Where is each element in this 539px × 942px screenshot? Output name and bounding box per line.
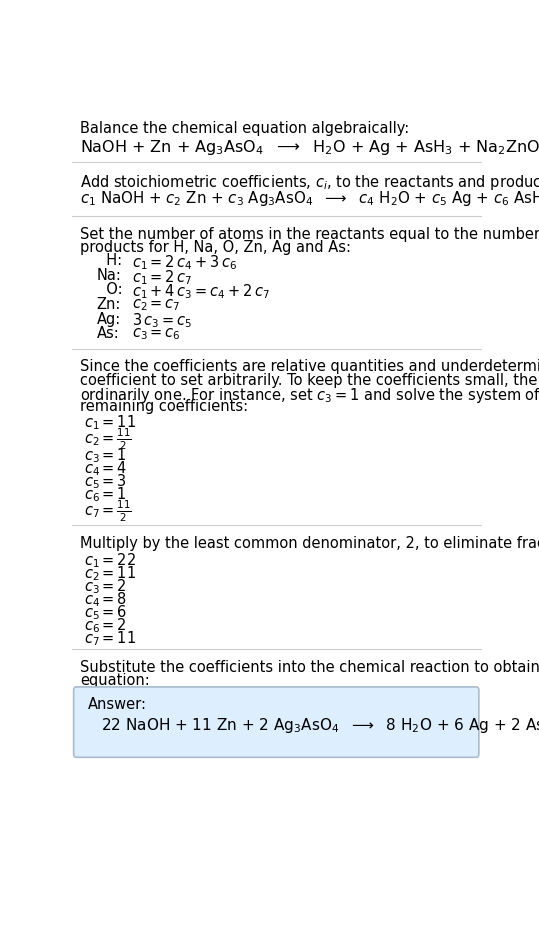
Text: H:: H:	[96, 253, 122, 268]
Text: coefficient to set arbitrarily. To keep the coefficients small, the arbitrary va: coefficient to set arbitrarily. To keep …	[80, 372, 539, 387]
Text: products for H, Na, O, Zn, Ag and As:: products for H, Na, O, Zn, Ag and As:	[80, 240, 351, 255]
Text: NaOH + Zn + Ag$_3$AsO$_4$  $\longrightarrow$  H$_2$O + Ag + AsH$_3$ + Na$_2$ZnO$: NaOH + Zn + Ag$_3$AsO$_4$ $\longrightarr…	[80, 138, 539, 156]
Text: $c_6 = 2$: $c_6 = 2$	[84, 617, 127, 635]
Text: $c_5 = 3$: $c_5 = 3$	[84, 473, 127, 492]
Text: Multiply by the least common denominator, 2, to eliminate fractional coefficient: Multiply by the least common denominator…	[80, 536, 539, 551]
Text: Answer:: Answer:	[88, 697, 147, 712]
Text: 22 NaOH + 11 Zn + 2 Ag$_3$AsO$_4$  $\longrightarrow$  8 H$_2$O + 6 Ag + 2 AsH$_3: 22 NaOH + 11 Zn + 2 Ag$_3$AsO$_4$ $\long…	[101, 716, 539, 735]
Text: $c_1$ NaOH + $c_2$ Zn + $c_3$ Ag$_3$AsO$_4$  $\longrightarrow$  $c_4$ H$_2$O + $: $c_1$ NaOH + $c_2$ Zn + $c_3$ Ag$_3$AsO$…	[80, 188, 539, 207]
Text: $c_2 = 11$: $c_2 = 11$	[84, 564, 136, 583]
Text: Na:: Na:	[96, 268, 121, 283]
Text: $c_3 = c_6$: $c_3 = c_6$	[132, 326, 181, 342]
Text: $c_4 = 8$: $c_4 = 8$	[84, 591, 127, 609]
Text: O:: O:	[96, 283, 122, 298]
Text: Zn:: Zn:	[96, 297, 121, 312]
Text: $c_3 = 2$: $c_3 = 2$	[84, 577, 127, 596]
Text: $c_7 = 11$: $c_7 = 11$	[84, 629, 136, 648]
Text: $c_3 = 1$: $c_3 = 1$	[84, 447, 127, 465]
Text: $c_1 + 4\,c_3 = c_4 + 2\,c_7$: $c_1 + 4\,c_3 = c_4 + 2\,c_7$	[132, 283, 270, 301]
Text: remaining coefficients:: remaining coefficients:	[80, 398, 248, 414]
Text: $c_7 = \frac{11}{2}$: $c_7 = \frac{11}{2}$	[84, 499, 132, 524]
Text: $c_1 = 2\,c_4 + 3\,c_6$: $c_1 = 2\,c_4 + 3\,c_6$	[132, 253, 237, 272]
Text: Ag:: Ag:	[96, 312, 121, 327]
Text: Balance the chemical equation algebraically:: Balance the chemical equation algebraica…	[80, 121, 409, 136]
Text: Set the number of atoms in the reactants equal to the number of atoms in the: Set the number of atoms in the reactants…	[80, 227, 539, 242]
Text: ordinarily one. For instance, set $c_3 = 1$ and solve the system of equations fo: ordinarily one. For instance, set $c_3 =…	[80, 385, 539, 405]
Text: Since the coefficients are relative quantities and underdetermined, choose a: Since the coefficients are relative quan…	[80, 360, 539, 374]
Text: $c_1 = 11$: $c_1 = 11$	[84, 414, 136, 432]
FancyBboxPatch shape	[74, 687, 479, 757]
Text: $c_1 = 22$: $c_1 = 22$	[84, 551, 136, 570]
Text: $c_2 = c_7$: $c_2 = c_7$	[132, 297, 181, 313]
Text: $c_1 = 2\,c_7$: $c_1 = 2\,c_7$	[132, 268, 192, 286]
Text: $3\,c_3 = c_5$: $3\,c_3 = c_5$	[132, 312, 192, 331]
Text: As:: As:	[96, 326, 119, 341]
Text: $c_2 = \frac{11}{2}$: $c_2 = \frac{11}{2}$	[84, 427, 132, 452]
Text: $c_6 = 1$: $c_6 = 1$	[84, 486, 127, 504]
Text: Add stoichiometric coefficients, $c_i$, to the reactants and products:: Add stoichiometric coefficients, $c_i$, …	[80, 173, 539, 192]
Text: $c_4 = 4$: $c_4 = 4$	[84, 460, 127, 479]
Text: equation:: equation:	[80, 673, 150, 688]
Text: Substitute the coefficients into the chemical reaction to obtain the balanced: Substitute the coefficients into the che…	[80, 659, 539, 674]
Text: $c_5 = 6$: $c_5 = 6$	[84, 604, 127, 623]
